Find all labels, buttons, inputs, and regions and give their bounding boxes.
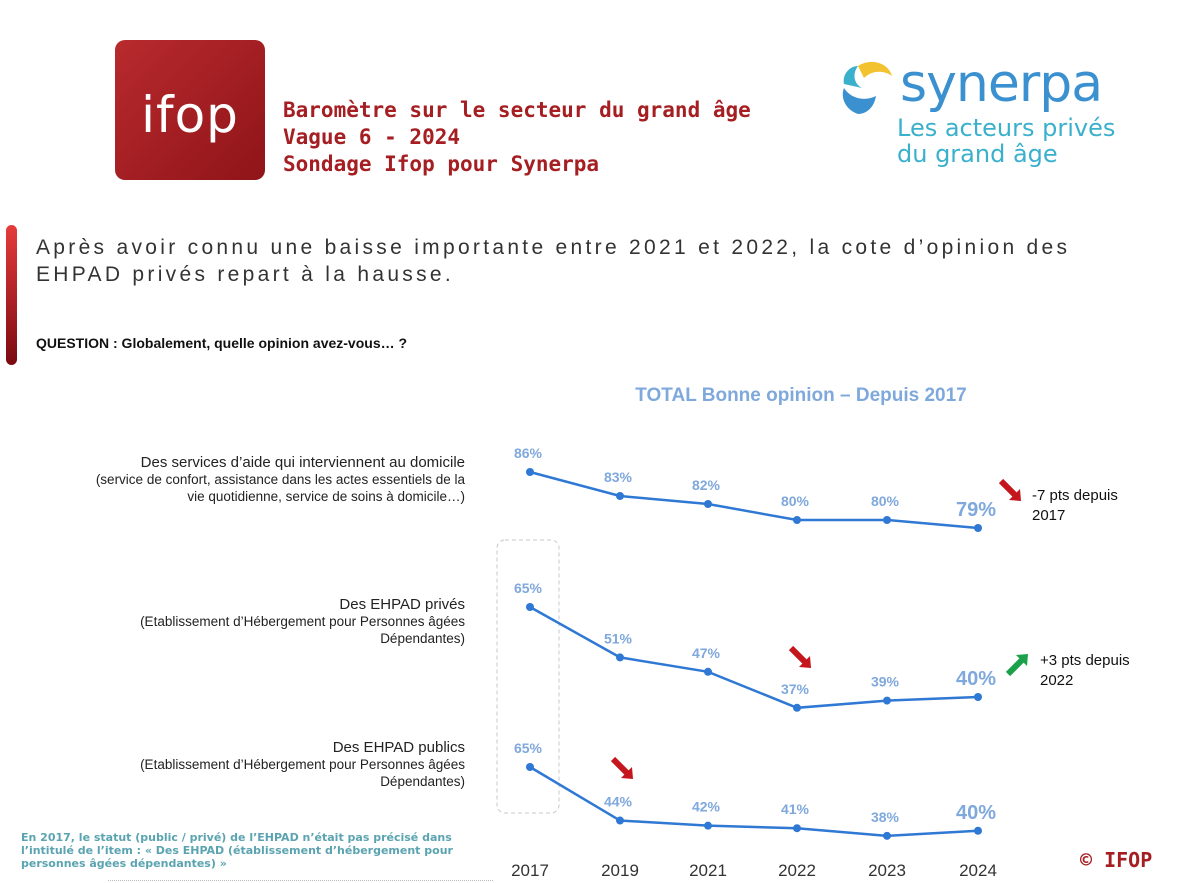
survey-title: Baromètre sur le secteur du grand âge	[283, 98, 751, 122]
change-domicile: -7 pts depuis 2017	[1032, 486, 1118, 526]
series-1-label-2022: 37%	[781, 681, 810, 697]
footnote: En 2017, le statut (public / privé) de l…	[21, 831, 453, 870]
series-1-label-2023: 39%	[871, 674, 900, 690]
survey-wave: Vague 6 - 2024	[283, 125, 461, 149]
item-label-main: Des EHPAD privés	[339, 596, 465, 613]
series-0-point-2021	[704, 500, 712, 508]
series-2-point-2024	[974, 826, 982, 835]
series-1-point-2022	[793, 703, 801, 712]
item-label-main: Des EHPAD publics	[332, 739, 465, 756]
series-2-point-2023	[883, 831, 891, 840]
series-2-label-2022: 41%	[781, 801, 810, 817]
trend-down-arrow-publics-2019	[610, 756, 633, 779]
series-0-label-2023: 80%	[871, 493, 900, 509]
synerpa-tagline-2: du grand âge	[897, 140, 1058, 168]
year-2017-highlight-box	[496, 539, 560, 814]
headline-line-1: Après avoir connu une baisse importante …	[36, 236, 1071, 259]
series-0-label-2021: 82%	[692, 477, 721, 493]
trend-up-arrow-prives	[1005, 654, 1028, 677]
synerpa-logo-icon	[842, 61, 892, 114]
series-1-label-2019: 51%	[604, 630, 633, 646]
change-domicile-line-2: 2017	[1032, 507, 1066, 524]
change-prives-line-1: +3 pts depuis	[1040, 652, 1130, 669]
series-1-label-2017: 65%	[514, 580, 543, 596]
series-line-0	[529, 470, 979, 530]
series-2-point-2022	[793, 824, 801, 833]
item-label-sub: vie quotidienne, service de soins à domi…	[187, 489, 465, 504]
series-1-point-2021	[704, 667, 712, 676]
series-line-2	[529, 765, 979, 838]
series-0-label-2017: 86%	[514, 445, 543, 461]
series-2-label-2019: 44%	[604, 794, 633, 810]
ifop-logo-text: ifop	[141, 86, 239, 144]
trend-down-arrow-domicile	[998, 478, 1021, 501]
headline-line-2: EHPAD privés repart à la hausse.	[36, 263, 455, 286]
item-label-ehpad-publics: Des EHPAD publics (Etablissement d’Héber…	[140, 739, 465, 790]
series-2-label-2024: 40%	[956, 802, 996, 824]
x-tick-2021: 2021	[689, 861, 727, 880]
footnote-line-3: personnes âgées dépendantes) »	[21, 857, 227, 870]
series-2-point-2021	[704, 821, 712, 830]
series-0-point-2022	[793, 516, 801, 524]
item-label-sub: (Etablissement d’Hébergement pour Person…	[140, 614, 465, 629]
ifop-logo: ifop	[115, 40, 265, 180]
series-1-point-2019	[616, 653, 624, 662]
series-0-label-2022: 80%	[781, 493, 810, 509]
item-label-sub: Dépendantes)	[380, 774, 465, 789]
series-2-label-2021: 42%	[692, 799, 721, 815]
item-label-main: Des services d’aide qui interviennent au…	[140, 454, 465, 471]
x-tick-2024: 2024	[959, 861, 997, 880]
change-prives-line-2: 2022	[1040, 672, 1074, 689]
change-domicile-line-1: -7 pts depuis	[1032, 487, 1118, 504]
series-0-point-2024	[974, 524, 982, 532]
item-label-ehpad-prives: Des EHPAD privés (Etablissement d’Héberg…	[140, 596, 465, 647]
series-2-label-2023: 38%	[871, 809, 900, 825]
trend-down-arrow-prives-2022	[788, 645, 811, 668]
series-2-point-2017	[526, 763, 534, 771]
series-1-point-2023	[883, 696, 891, 705]
x-tick-2017: 2017	[511, 861, 549, 880]
accent-bar	[6, 225, 17, 365]
item-label-sub: (service de confort, assistance dans les…	[95, 472, 465, 487]
synerpa-logo-text: synerpa	[900, 54, 1103, 114]
x-tick-2019: 2019	[601, 861, 639, 880]
footnote-line-1: En 2017, le statut (public / privé) de l…	[21, 831, 452, 844]
survey-sponsor: Sondage Ifop pour Synerpa	[283, 152, 600, 176]
footnote-line-2: l’intitulé de l’item : « Des EHPAD (étab…	[21, 844, 453, 857]
series-1-point-2017	[526, 603, 534, 611]
series-2-point-2019	[616, 816, 624, 825]
footnote-divider	[108, 880, 493, 881]
series-2-label-2017: 65%	[514, 740, 543, 756]
synerpa-tagline-1: Les acteurs privés	[897, 114, 1116, 142]
series-0-label-2019: 83%	[604, 469, 633, 485]
question-text: QUESTION : Globalement, quelle opinion a…	[36, 335, 408, 351]
series-1-label-2024: 40%	[956, 668, 996, 690]
series-0-point-2017	[526, 468, 534, 476]
series-0-point-2023	[883, 516, 891, 524]
series-1-point-2024	[974, 693, 982, 701]
chart-title: TOTAL Bonne opinion – Depuis 2017	[635, 385, 967, 406]
change-prives: +3 pts depuis 2022	[1040, 651, 1130, 691]
series-1-label-2021: 47%	[692, 645, 721, 661]
series-0-label-2024: 79%	[956, 499, 996, 521]
series-0-point-2019	[616, 492, 624, 500]
item-label-domicile: Des services d’aide qui interviennent au…	[96, 454, 465, 505]
series-line-1	[529, 605, 979, 710]
item-label-sub: Dépendantes)	[380, 631, 465, 646]
copyright: © IFOP	[1080, 848, 1153, 872]
item-label-sub: (Etablissement d’Hébergement pour Person…	[140, 757, 465, 772]
x-tick-2023: 2023	[868, 861, 906, 880]
x-tick-2022: 2022	[778, 861, 816, 880]
